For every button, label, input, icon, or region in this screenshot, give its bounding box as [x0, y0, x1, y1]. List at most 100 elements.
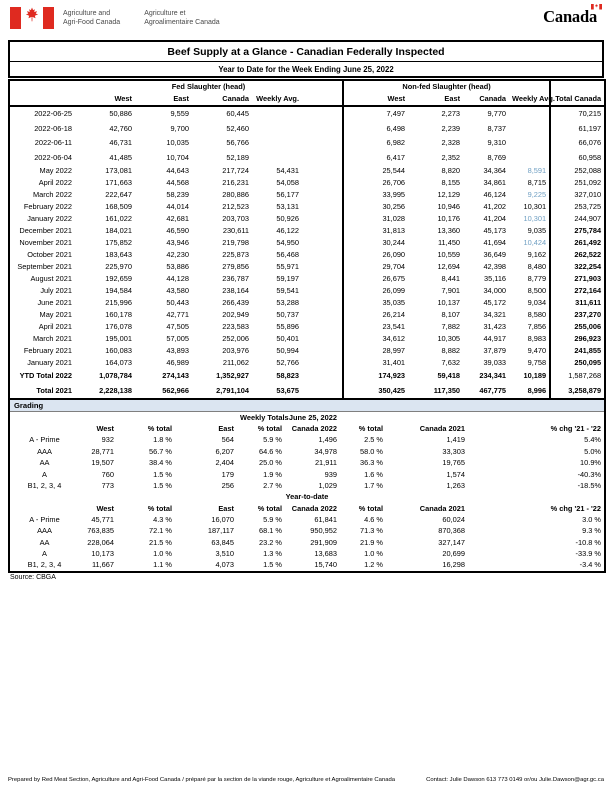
- cell: 10,946: [437, 202, 461, 211]
- cell: 23.2 %: [258, 537, 282, 547]
- cell: 59,418: [437, 371, 461, 380]
- cell: 5.9 %: [263, 514, 282, 524]
- cell: -3.4 %: [579, 560, 602, 570]
- cell: 1.3 %: [263, 549, 282, 559]
- cell: 42,230: [166, 250, 189, 259]
- cell: 21,911: [314, 458, 337, 468]
- cell: 25,544: [342, 165, 409, 177]
- cell: 46,590: [166, 226, 189, 235]
- column-header: Canada: [463, 93, 510, 107]
- cell: 322,254: [549, 261, 606, 273]
- table-row: August 2021 192,659 44,128 236,787 59,197 26,…: [9, 273, 606, 285]
- cell: 58.0 %: [359, 446, 383, 456]
- spacer-cell: [302, 369, 343, 384]
- cell: 10,137: [437, 298, 461, 307]
- cell: 43,893: [166, 346, 189, 355]
- cell: 34,861: [483, 178, 507, 187]
- cell: 175,852: [105, 238, 132, 247]
- cell: 8,107: [441, 310, 461, 319]
- weekly-totals-label: Weekly Totals: [240, 413, 289, 423]
- cell: 2,328: [441, 138, 461, 147]
- cell: 31,423: [483, 322, 507, 331]
- footer-note: Prepared by Red Meat Section, Agricultur…: [8, 777, 604, 783]
- cell: 763,835: [87, 526, 114, 536]
- dept-en-line1: Agriculture and: [63, 10, 111, 17]
- cell: 252,088: [549, 165, 606, 177]
- cell: 42,771: [166, 310, 189, 319]
- column-header: % total: [358, 424, 383, 434]
- column-header: East: [408, 93, 464, 107]
- cell: 8,996: [527, 385, 547, 395]
- cell: 1.5 %: [153, 481, 172, 491]
- cell: 6,207: [215, 446, 235, 456]
- cell: 173,081: [105, 166, 132, 175]
- dept-en-line2: Agri-Food Canada: [63, 19, 121, 26]
- cell: 1.6 %: [364, 469, 383, 479]
- cell: 8,769: [487, 152, 507, 162]
- cell: -40.3%: [577, 469, 602, 479]
- cell: 187,117: [207, 526, 234, 536]
- row-label: 2022-06-25: [34, 109, 72, 118]
- canada-wordmark: Canada: [543, 4, 602, 27]
- wordmark-text: Canada: [543, 7, 597, 26]
- table-row: March 2022 222,647 58,239 280,886 56,177 33,9…: [9, 189, 606, 201]
- dept-name-fr: Agriculture et Agroalimentaire Canada: [144, 9, 220, 27]
- cell: 10,301: [523, 214, 547, 223]
- cell: 1.9 %: [263, 469, 282, 479]
- cell: 251,092: [549, 177, 606, 189]
- slaughter-rows: 2022-06-25 50,886 9,559 60,445 7,497 2,273 9,7…: [9, 106, 606, 399]
- cell: 10,704: [166, 152, 189, 162]
- cell: 61,841: [314, 514, 337, 524]
- cell: 236,787: [222, 274, 249, 283]
- spacer-cell: [302, 345, 343, 357]
- cell: 1.5 %: [263, 560, 282, 570]
- cell: 60,024: [442, 514, 465, 524]
- cell: 225,970: [105, 262, 132, 271]
- cell: 279,856: [222, 262, 249, 271]
- spacer-cell: [302, 201, 343, 213]
- grade-label: B1, 2, 3, 4: [27, 560, 62, 570]
- spacer-cell: [302, 93, 344, 107]
- cell: 1,263: [446, 481, 466, 491]
- table-row: April 2022 171,663 44,568 216,231 54,058 26,7…: [9, 177, 606, 189]
- cell: 10,035: [166, 138, 189, 147]
- cell: 60,445: [226, 109, 249, 118]
- cell: 194,584: [105, 286, 132, 295]
- cell: [509, 151, 550, 166]
- spacer-cell: [302, 285, 343, 297]
- cell: 562,966: [162, 385, 189, 395]
- cell: 8,715: [527, 178, 547, 187]
- cell: 70,215: [549, 106, 606, 122]
- cell: 44,643: [166, 166, 189, 175]
- grading-row: A 760 1.5 % 179 1.9 % 939 1.6 % 1,574 -40.3%: [9, 469, 605, 480]
- cell: [509, 106, 550, 122]
- cell: 939: [324, 469, 337, 479]
- cell: 1.2 %: [364, 560, 383, 570]
- cell: 38.4 %: [148, 458, 172, 468]
- cell: 230,611: [222, 226, 249, 235]
- cell: 59,197: [276, 274, 299, 283]
- cell: 8,591: [527, 166, 547, 175]
- cell: 9,162: [527, 250, 547, 259]
- cell: 7,901: [441, 286, 461, 295]
- cell: 1,587,268: [549, 369, 606, 384]
- cell: 54,950: [276, 238, 299, 247]
- cell: 29,704: [342, 261, 409, 273]
- cell: 50,926: [276, 214, 299, 223]
- cell: 55,896: [276, 322, 299, 331]
- cell: 64.6 %: [258, 446, 282, 456]
- cell: 45,771: [91, 514, 114, 524]
- column-header: % total: [257, 424, 282, 434]
- cell: 241,855: [549, 345, 606, 357]
- cell: 13,683: [314, 549, 337, 559]
- cell: 2,404: [215, 458, 235, 468]
- cell: 10,176: [437, 214, 461, 223]
- cell: 1,574: [446, 469, 466, 479]
- cell: 244,907: [549, 213, 606, 225]
- cell: 4.6 %: [364, 514, 383, 524]
- grading-row: A 10,173 1.0 % 3,510 1.3 % 13,683 1.0 % 20,699 -…: [9, 548, 605, 559]
- cell: 54,431: [276, 166, 299, 175]
- cell: 203,976: [222, 346, 249, 355]
- cell: 1.1 %: [153, 560, 172, 570]
